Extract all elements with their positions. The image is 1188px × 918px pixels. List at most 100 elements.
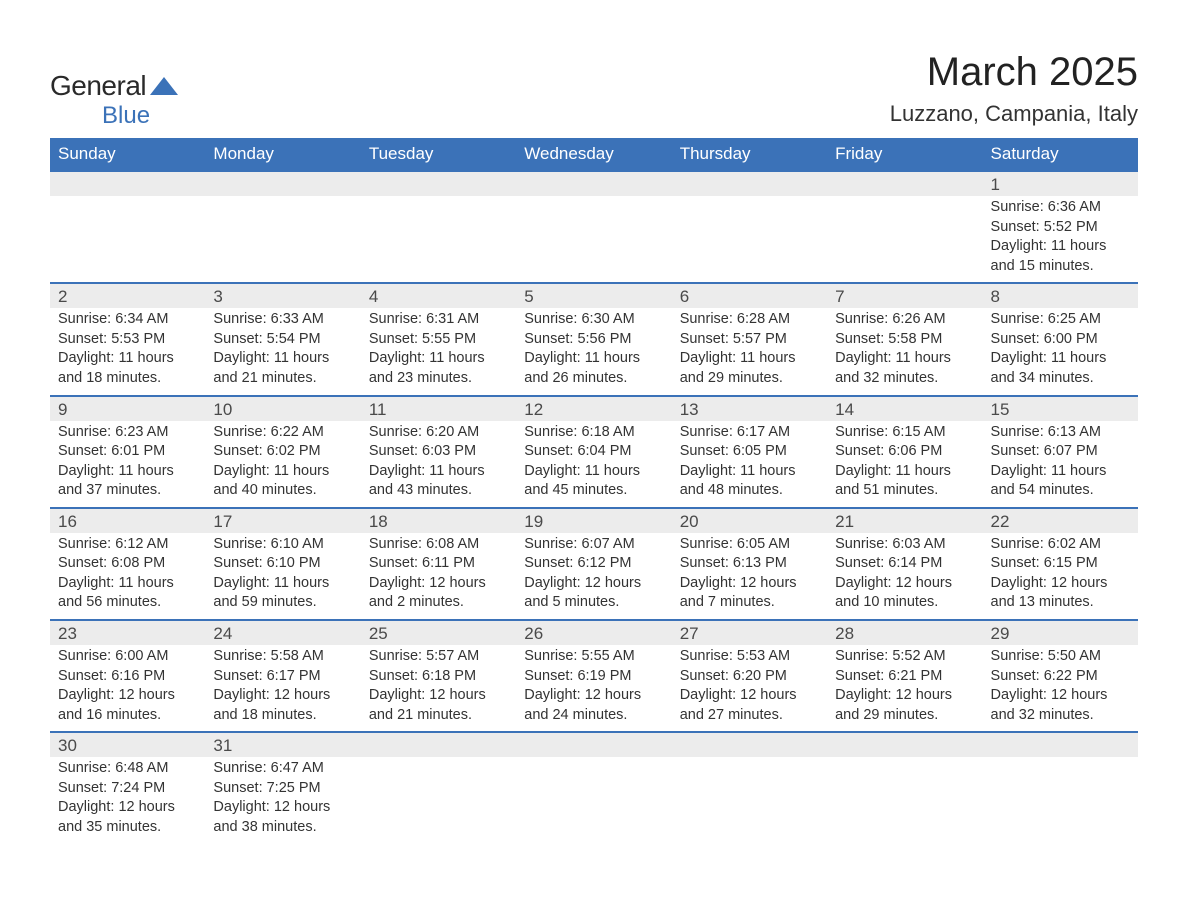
- day-number-cell: 16: [50, 508, 205, 533]
- dl1-text: Daylight: 12 hours: [991, 686, 1130, 706]
- dl2-text: and 40 minutes.: [213, 481, 352, 501]
- sunset-text: Sunset: 6:03 PM: [369, 442, 508, 462]
- day-content-cell: [827, 757, 982, 843]
- dl1-text: Daylight: 11 hours: [835, 462, 974, 482]
- dl2-text: and 35 minutes.: [58, 818, 197, 838]
- day-header: Saturday: [983, 138, 1138, 171]
- sunset-text: Sunset: 6:11 PM: [369, 554, 508, 574]
- sunset-text: Sunset: 5:53 PM: [58, 330, 197, 350]
- day-number-cell: 8: [983, 283, 1138, 308]
- day-number-cell: 21: [827, 508, 982, 533]
- day-number-row: 9101112131415: [50, 396, 1138, 421]
- day-content-cell: Sunrise: 5:58 AMSunset: 6:17 PMDaylight:…: [205, 645, 360, 732]
- sunrise-text: Sunrise: 6:13 AM: [991, 423, 1130, 443]
- sunset-text: Sunset: 6:05 PM: [680, 442, 819, 462]
- dl2-text: and 54 minutes.: [991, 481, 1130, 501]
- dl1-text: Daylight: 11 hours: [524, 462, 663, 482]
- day-number-cell: 18: [361, 508, 516, 533]
- dl1-text: Daylight: 12 hours: [369, 686, 508, 706]
- sunset-text: Sunset: 5:52 PM: [991, 218, 1130, 238]
- day-number-cell: 26: [516, 620, 671, 645]
- day-number-cell: [672, 732, 827, 757]
- day-number-cell: 6: [672, 283, 827, 308]
- day-number-cell: [50, 171, 205, 196]
- sunset-text: Sunset: 5:57 PM: [680, 330, 819, 350]
- sunrise-text: Sunrise: 6:31 AM: [369, 310, 508, 330]
- dl1-text: Daylight: 11 hours: [213, 462, 352, 482]
- dl2-text: and 56 minutes.: [58, 593, 197, 613]
- sunrise-text: Sunrise: 6:12 AM: [58, 535, 197, 555]
- day-content-cell: Sunrise: 6:00 AMSunset: 6:16 PMDaylight:…: [50, 645, 205, 732]
- sunrise-text: Sunrise: 5:55 AM: [524, 647, 663, 667]
- day-number-cell: 24: [205, 620, 360, 645]
- sunrise-text: Sunrise: 6:33 AM: [213, 310, 352, 330]
- dl2-text: and 26 minutes.: [524, 369, 663, 389]
- day-number-cell: 10: [205, 396, 360, 421]
- dl1-text: Daylight: 11 hours: [991, 462, 1130, 482]
- dl1-text: Daylight: 11 hours: [213, 349, 352, 369]
- day-header: Thursday: [672, 138, 827, 171]
- logo-triangle-icon: [150, 77, 178, 100]
- day-content-row: Sunrise: 6:23 AMSunset: 6:01 PMDaylight:…: [50, 421, 1138, 508]
- dl2-text: and 24 minutes.: [524, 706, 663, 726]
- sunset-text: Sunset: 6:08 PM: [58, 554, 197, 574]
- dl2-text: and 18 minutes.: [213, 706, 352, 726]
- day-content-cell: [205, 196, 360, 283]
- day-content-cell: Sunrise: 6:13 AMSunset: 6:07 PMDaylight:…: [983, 421, 1138, 508]
- sunset-text: Sunset: 6:20 PM: [680, 667, 819, 687]
- day-content-cell: Sunrise: 5:50 AMSunset: 6:22 PMDaylight:…: [983, 645, 1138, 732]
- sunrise-text: Sunrise: 5:52 AM: [835, 647, 974, 667]
- day-number-cell: [361, 171, 516, 196]
- sunrise-text: Sunrise: 6:25 AM: [991, 310, 1130, 330]
- day-content-cell: Sunrise: 6:36 AMSunset: 5:52 PMDaylight:…: [983, 196, 1138, 283]
- day-content-cell: Sunrise: 6:20 AMSunset: 6:03 PMDaylight:…: [361, 421, 516, 508]
- dl1-text: Daylight: 12 hours: [213, 798, 352, 818]
- day-content-cell: Sunrise: 6:08 AMSunset: 6:11 PMDaylight:…: [361, 533, 516, 620]
- dl1-text: Daylight: 11 hours: [369, 349, 508, 369]
- dl1-text: Daylight: 11 hours: [991, 237, 1130, 257]
- sunset-text: Sunset: 6:12 PM: [524, 554, 663, 574]
- logo-text-general: General: [50, 70, 146, 102]
- day-number-cell: 12: [516, 396, 671, 421]
- dl2-text: and 32 minutes.: [835, 369, 974, 389]
- sunrise-text: Sunrise: 6:28 AM: [680, 310, 819, 330]
- day-content-cell: Sunrise: 6:30 AMSunset: 5:56 PMDaylight:…: [516, 308, 671, 395]
- title-block: March 2025 Luzzano, Campania, Italy: [890, 50, 1138, 127]
- dl1-text: Daylight: 11 hours: [680, 349, 819, 369]
- day-content-cell: [50, 196, 205, 283]
- sunset-text: Sunset: 6:01 PM: [58, 442, 197, 462]
- dl1-text: Daylight: 12 hours: [991, 574, 1130, 594]
- day-number-cell: 4: [361, 283, 516, 308]
- day-number-cell: 29: [983, 620, 1138, 645]
- day-content-cell: Sunrise: 6:15 AMSunset: 6:06 PMDaylight:…: [827, 421, 982, 508]
- dl1-text: Daylight: 12 hours: [680, 686, 819, 706]
- sunset-text: Sunset: 6:10 PM: [213, 554, 352, 574]
- dl1-text: Daylight: 11 hours: [835, 349, 974, 369]
- dl2-text: and 16 minutes.: [58, 706, 197, 726]
- day-number-row: 2345678: [50, 283, 1138, 308]
- sunset-text: Sunset: 6:16 PM: [58, 667, 197, 687]
- day-number-cell: 15: [983, 396, 1138, 421]
- sunset-text: Sunset: 6:02 PM: [213, 442, 352, 462]
- sunset-text: Sunset: 5:54 PM: [213, 330, 352, 350]
- day-number-cell: 17: [205, 508, 360, 533]
- day-content-cell: Sunrise: 6:07 AMSunset: 6:12 PMDaylight:…: [516, 533, 671, 620]
- day-number-cell: 2: [50, 283, 205, 308]
- sunset-text: Sunset: 6:15 PM: [991, 554, 1130, 574]
- dl2-text: and 37 minutes.: [58, 481, 197, 501]
- dl2-text: and 10 minutes.: [835, 593, 974, 613]
- day-content-cell: Sunrise: 6:47 AMSunset: 7:25 PMDaylight:…: [205, 757, 360, 843]
- day-content-cell: Sunrise: 6:03 AMSunset: 6:14 PMDaylight:…: [827, 533, 982, 620]
- day-number-cell: [361, 732, 516, 757]
- day-content-cell: Sunrise: 6:25 AMSunset: 6:00 PMDaylight:…: [983, 308, 1138, 395]
- dl2-text: and 23 minutes.: [369, 369, 508, 389]
- day-number-cell: 14: [827, 396, 982, 421]
- dl2-text: and 29 minutes.: [680, 369, 819, 389]
- dl2-text: and 34 minutes.: [991, 369, 1130, 389]
- day-content-cell: Sunrise: 6:26 AMSunset: 5:58 PMDaylight:…: [827, 308, 982, 395]
- dl1-text: Daylight: 11 hours: [524, 349, 663, 369]
- dl2-text: and 51 minutes.: [835, 481, 974, 501]
- day-header: Wednesday: [516, 138, 671, 171]
- sunrise-text: Sunrise: 6:08 AM: [369, 535, 508, 555]
- day-number-cell: 23: [50, 620, 205, 645]
